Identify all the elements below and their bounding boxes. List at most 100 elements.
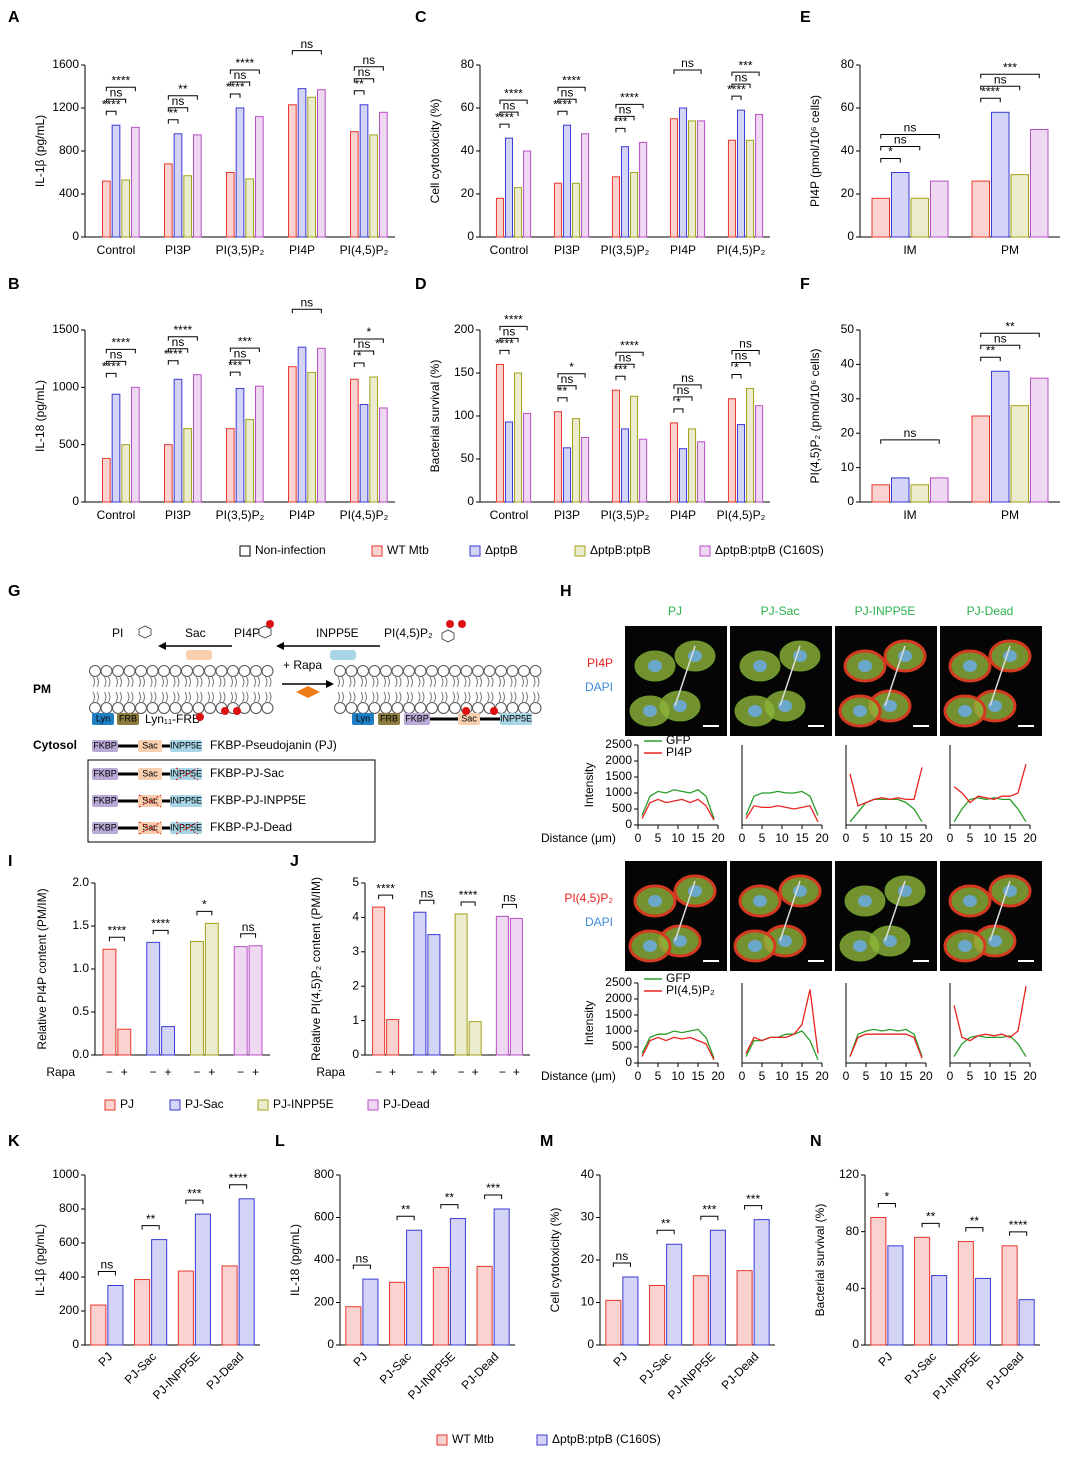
lipid-tail	[372, 676, 379, 703]
significance-bracket	[229, 81, 251, 86]
bar	[622, 1276, 639, 1346]
lipid-head	[426, 665, 438, 677]
bar	[514, 187, 523, 238]
bar	[914, 1236, 931, 1346]
x-tick-label: 10	[671, 831, 685, 845]
significance-bracket	[229, 69, 260, 74]
line	[745, 790, 819, 816]
lipid-head	[158, 702, 170, 714]
significance-bracket	[880, 439, 940, 444]
significance-label: ****	[620, 91, 639, 105]
significance-bracket	[353, 90, 365, 95]
nucleus	[648, 660, 662, 672]
y-tick-label: 1	[352, 1013, 359, 1027]
lipid-tail	[242, 676, 249, 703]
bar	[90, 1304, 107, 1346]
significance-label: ns	[421, 886, 434, 900]
bar	[297, 346, 307, 503]
label: FKBP-PJ-INPP5E	[210, 793, 306, 807]
significance-bracket	[980, 97, 1001, 103]
bar	[233, 946, 248, 1056]
inactive	[175, 767, 199, 781]
y-tick-label: 400	[59, 186, 79, 200]
bar	[887, 1245, 904, 1346]
x-tick-label: 10	[879, 831, 893, 845]
x-tick-label: 10	[983, 831, 997, 845]
legend-label: PJ-INPP5E	[273, 1097, 334, 1111]
x-tick-label: 0	[947, 1069, 954, 1083]
panel-label: C	[415, 9, 427, 26]
x-tick-label: 5	[863, 831, 870, 845]
nucleus	[748, 940, 762, 952]
lipid-tail	[406, 676, 413, 703]
label: Lyn₁₁-FRB	[145, 712, 200, 726]
significance-label: **	[926, 1210, 936, 1224]
significance-bracket	[673, 69, 702, 74]
x-tick-label: PJ	[610, 1349, 630, 1369]
y-axis-label: IL-1β (pg/mL)	[33, 115, 47, 187]
bar	[297, 88, 307, 238]
row-label: PI4P	[587, 656, 613, 670]
bar	[930, 180, 949, 238]
legend-swatch	[257, 1099, 269, 1111]
domain-tag: FKBP	[93, 740, 117, 750]
bar	[379, 407, 388, 503]
panel-label: M	[540, 1133, 553, 1150]
lipid-head	[250, 665, 262, 677]
x-tick-label: +	[430, 1065, 437, 1079]
lipid-head	[89, 665, 101, 677]
lipid-head	[100, 665, 113, 677]
significance-label: ns	[739, 337, 752, 351]
bar	[161, 1026, 175, 1056]
x-tick-label: PJ-Sac	[377, 1349, 414, 1386]
x-tick-label: PI3P	[554, 243, 580, 257]
domain-tag: FKBP	[93, 822, 117, 832]
x-tick-label: 20	[1023, 1069, 1037, 1083]
significance-bracket	[105, 86, 136, 92]
y-tick-label: 40	[841, 357, 855, 371]
x-tick-label: IM	[903, 508, 916, 522]
y-tick-label: 0	[625, 1055, 632, 1069]
row-label: Rapa	[46, 1065, 75, 1079]
bar	[359, 104, 369, 238]
x-tick-label: PI(4,5)P₂	[340, 243, 389, 257]
significance-label: **	[146, 1212, 156, 1226]
x-tick-label: 15	[1003, 831, 1017, 845]
x-tick-label: Control	[97, 243, 136, 257]
x-tick-label: PI4P	[670, 243, 696, 257]
lipid-head	[345, 702, 358, 714]
x-tick-label: PI4P	[289, 508, 315, 522]
x-tick-label: PJ	[875, 1349, 895, 1369]
bar	[468, 1021, 482, 1056]
lipid-head	[380, 702, 392, 714]
significance-bracket	[731, 83, 751, 89]
panel-label: A	[8, 9, 20, 26]
lipid-head	[112, 665, 124, 677]
bar	[193, 134, 202, 238]
nucleus	[963, 895, 977, 907]
bar	[991, 370, 1010, 503]
y-tick-label: 200	[314, 1295, 334, 1309]
nucleus	[963, 660, 977, 672]
significance-label: ***	[486, 1181, 500, 1195]
bar	[1030, 377, 1049, 503]
lipid-head	[261, 702, 274, 714]
x-tick-label: Control	[97, 508, 136, 522]
bar	[709, 1229, 726, 1346]
bar	[369, 134, 379, 238]
bar	[121, 444, 131, 503]
enzyme	[330, 650, 356, 660]
lipid-head	[215, 665, 228, 677]
lipid-head	[181, 665, 193, 677]
line	[953, 797, 1027, 823]
significance-label: ns	[234, 68, 247, 82]
significance-label: ns	[735, 70, 748, 84]
bar	[971, 180, 990, 238]
x-tick-label: −	[499, 1065, 506, 1079]
x-tick-label: 10	[775, 831, 789, 845]
lipid-tail	[487, 676, 494, 703]
x-tick-label: 15	[899, 1069, 913, 1083]
y-tick-label: 800	[59, 143, 79, 157]
y-tick-label: 1.5	[72, 918, 89, 932]
bar	[871, 197, 890, 238]
